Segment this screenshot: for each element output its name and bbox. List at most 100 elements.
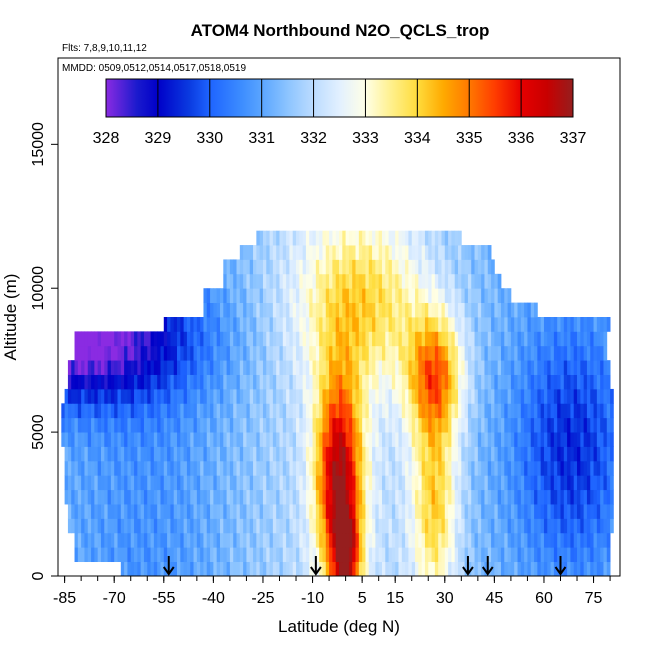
field-cell xyxy=(282,345,287,361)
field-cell xyxy=(147,475,151,491)
field-cell xyxy=(272,259,277,275)
field-cell xyxy=(362,259,366,275)
field-cell xyxy=(296,532,300,548)
field-cell xyxy=(418,374,423,390)
field-cell xyxy=(325,345,330,361)
field-cell xyxy=(610,504,614,519)
field-cell xyxy=(299,360,304,375)
field-cell xyxy=(590,374,594,390)
field-cell xyxy=(243,504,247,519)
field-cell xyxy=(461,489,466,505)
field-cell xyxy=(362,288,366,304)
field-cell xyxy=(243,403,247,419)
field-cell xyxy=(451,475,456,491)
field-cell xyxy=(286,230,290,246)
field-cell xyxy=(100,504,105,519)
field-cell xyxy=(543,489,548,505)
field-cell xyxy=(332,403,337,419)
field-cell xyxy=(309,518,313,534)
field-cell xyxy=(375,504,380,519)
field-cell xyxy=(563,446,568,462)
field-cell xyxy=(444,388,449,404)
field-cell xyxy=(143,345,148,361)
field-cell xyxy=(381,288,386,304)
field-cell xyxy=(458,547,462,563)
field-cell xyxy=(292,460,297,476)
field-cell xyxy=(104,388,108,404)
field-cell xyxy=(87,417,92,433)
field-cell xyxy=(451,417,456,433)
field-cell xyxy=(570,432,575,447)
field-cell xyxy=(339,432,343,447)
field-cell xyxy=(286,532,290,548)
field-cell xyxy=(497,317,502,332)
field-cell xyxy=(444,475,449,491)
field-cell xyxy=(448,317,452,332)
field-cell xyxy=(302,504,307,519)
field-cell xyxy=(557,561,561,576)
field-cell xyxy=(424,331,429,347)
field-cell xyxy=(312,245,317,260)
field-cell xyxy=(342,417,347,433)
field-cell xyxy=(266,345,270,361)
field-cell xyxy=(97,403,102,419)
field-cell xyxy=(97,417,102,433)
field-cell xyxy=(153,489,158,505)
field-cell xyxy=(266,547,270,563)
field-cell xyxy=(401,504,406,519)
field-cell xyxy=(408,230,413,246)
field-cell xyxy=(183,417,188,433)
field-cell xyxy=(484,446,489,462)
field-cell xyxy=(580,518,585,534)
field-cell xyxy=(438,374,442,390)
field-cell xyxy=(177,432,181,447)
field-cell xyxy=(580,532,585,548)
field-cell xyxy=(441,547,446,563)
field-cell xyxy=(577,388,581,404)
field-cell xyxy=(375,388,380,404)
field-cell xyxy=(395,489,399,505)
field-cell xyxy=(491,532,495,548)
field-cell xyxy=(322,230,327,246)
field-cell xyxy=(74,446,79,462)
field-cell xyxy=(401,532,406,548)
y-tick-label: 5000 xyxy=(30,414,47,450)
field-cell xyxy=(200,489,204,505)
field-cell xyxy=(553,460,558,476)
field-cell xyxy=(94,417,99,433)
field-cell xyxy=(117,504,122,519)
field-cell xyxy=(87,374,92,390)
field-cell xyxy=(282,245,287,260)
field-cell xyxy=(481,245,485,260)
field-cell xyxy=(81,345,85,361)
field-cell xyxy=(97,504,102,519)
field-cell xyxy=(471,489,475,505)
field-cell xyxy=(279,259,284,275)
field-cell xyxy=(74,417,79,433)
field-cell xyxy=(110,417,115,433)
field-cell xyxy=(67,446,72,462)
field-cell xyxy=(464,518,469,534)
field-cell xyxy=(365,273,370,289)
field-cell xyxy=(253,504,257,519)
field-cell xyxy=(153,518,158,534)
field-cell xyxy=(196,388,201,404)
field-cell xyxy=(160,417,165,433)
field-cell xyxy=(107,388,112,404)
field-cell xyxy=(348,489,353,505)
field-cell xyxy=(537,317,542,332)
field-cell xyxy=(213,432,218,447)
field-cell xyxy=(411,475,416,491)
field-cell xyxy=(296,417,300,433)
field-cell xyxy=(520,331,525,347)
field-cell xyxy=(481,360,485,375)
field-cell xyxy=(454,302,459,318)
field-cell xyxy=(500,518,505,534)
field-cell xyxy=(560,504,565,519)
field-cell xyxy=(117,374,122,390)
field-cell xyxy=(140,504,145,519)
field-cell xyxy=(84,475,89,491)
field-cell xyxy=(299,245,304,260)
field-cell xyxy=(262,547,267,563)
field-cell xyxy=(213,417,218,433)
